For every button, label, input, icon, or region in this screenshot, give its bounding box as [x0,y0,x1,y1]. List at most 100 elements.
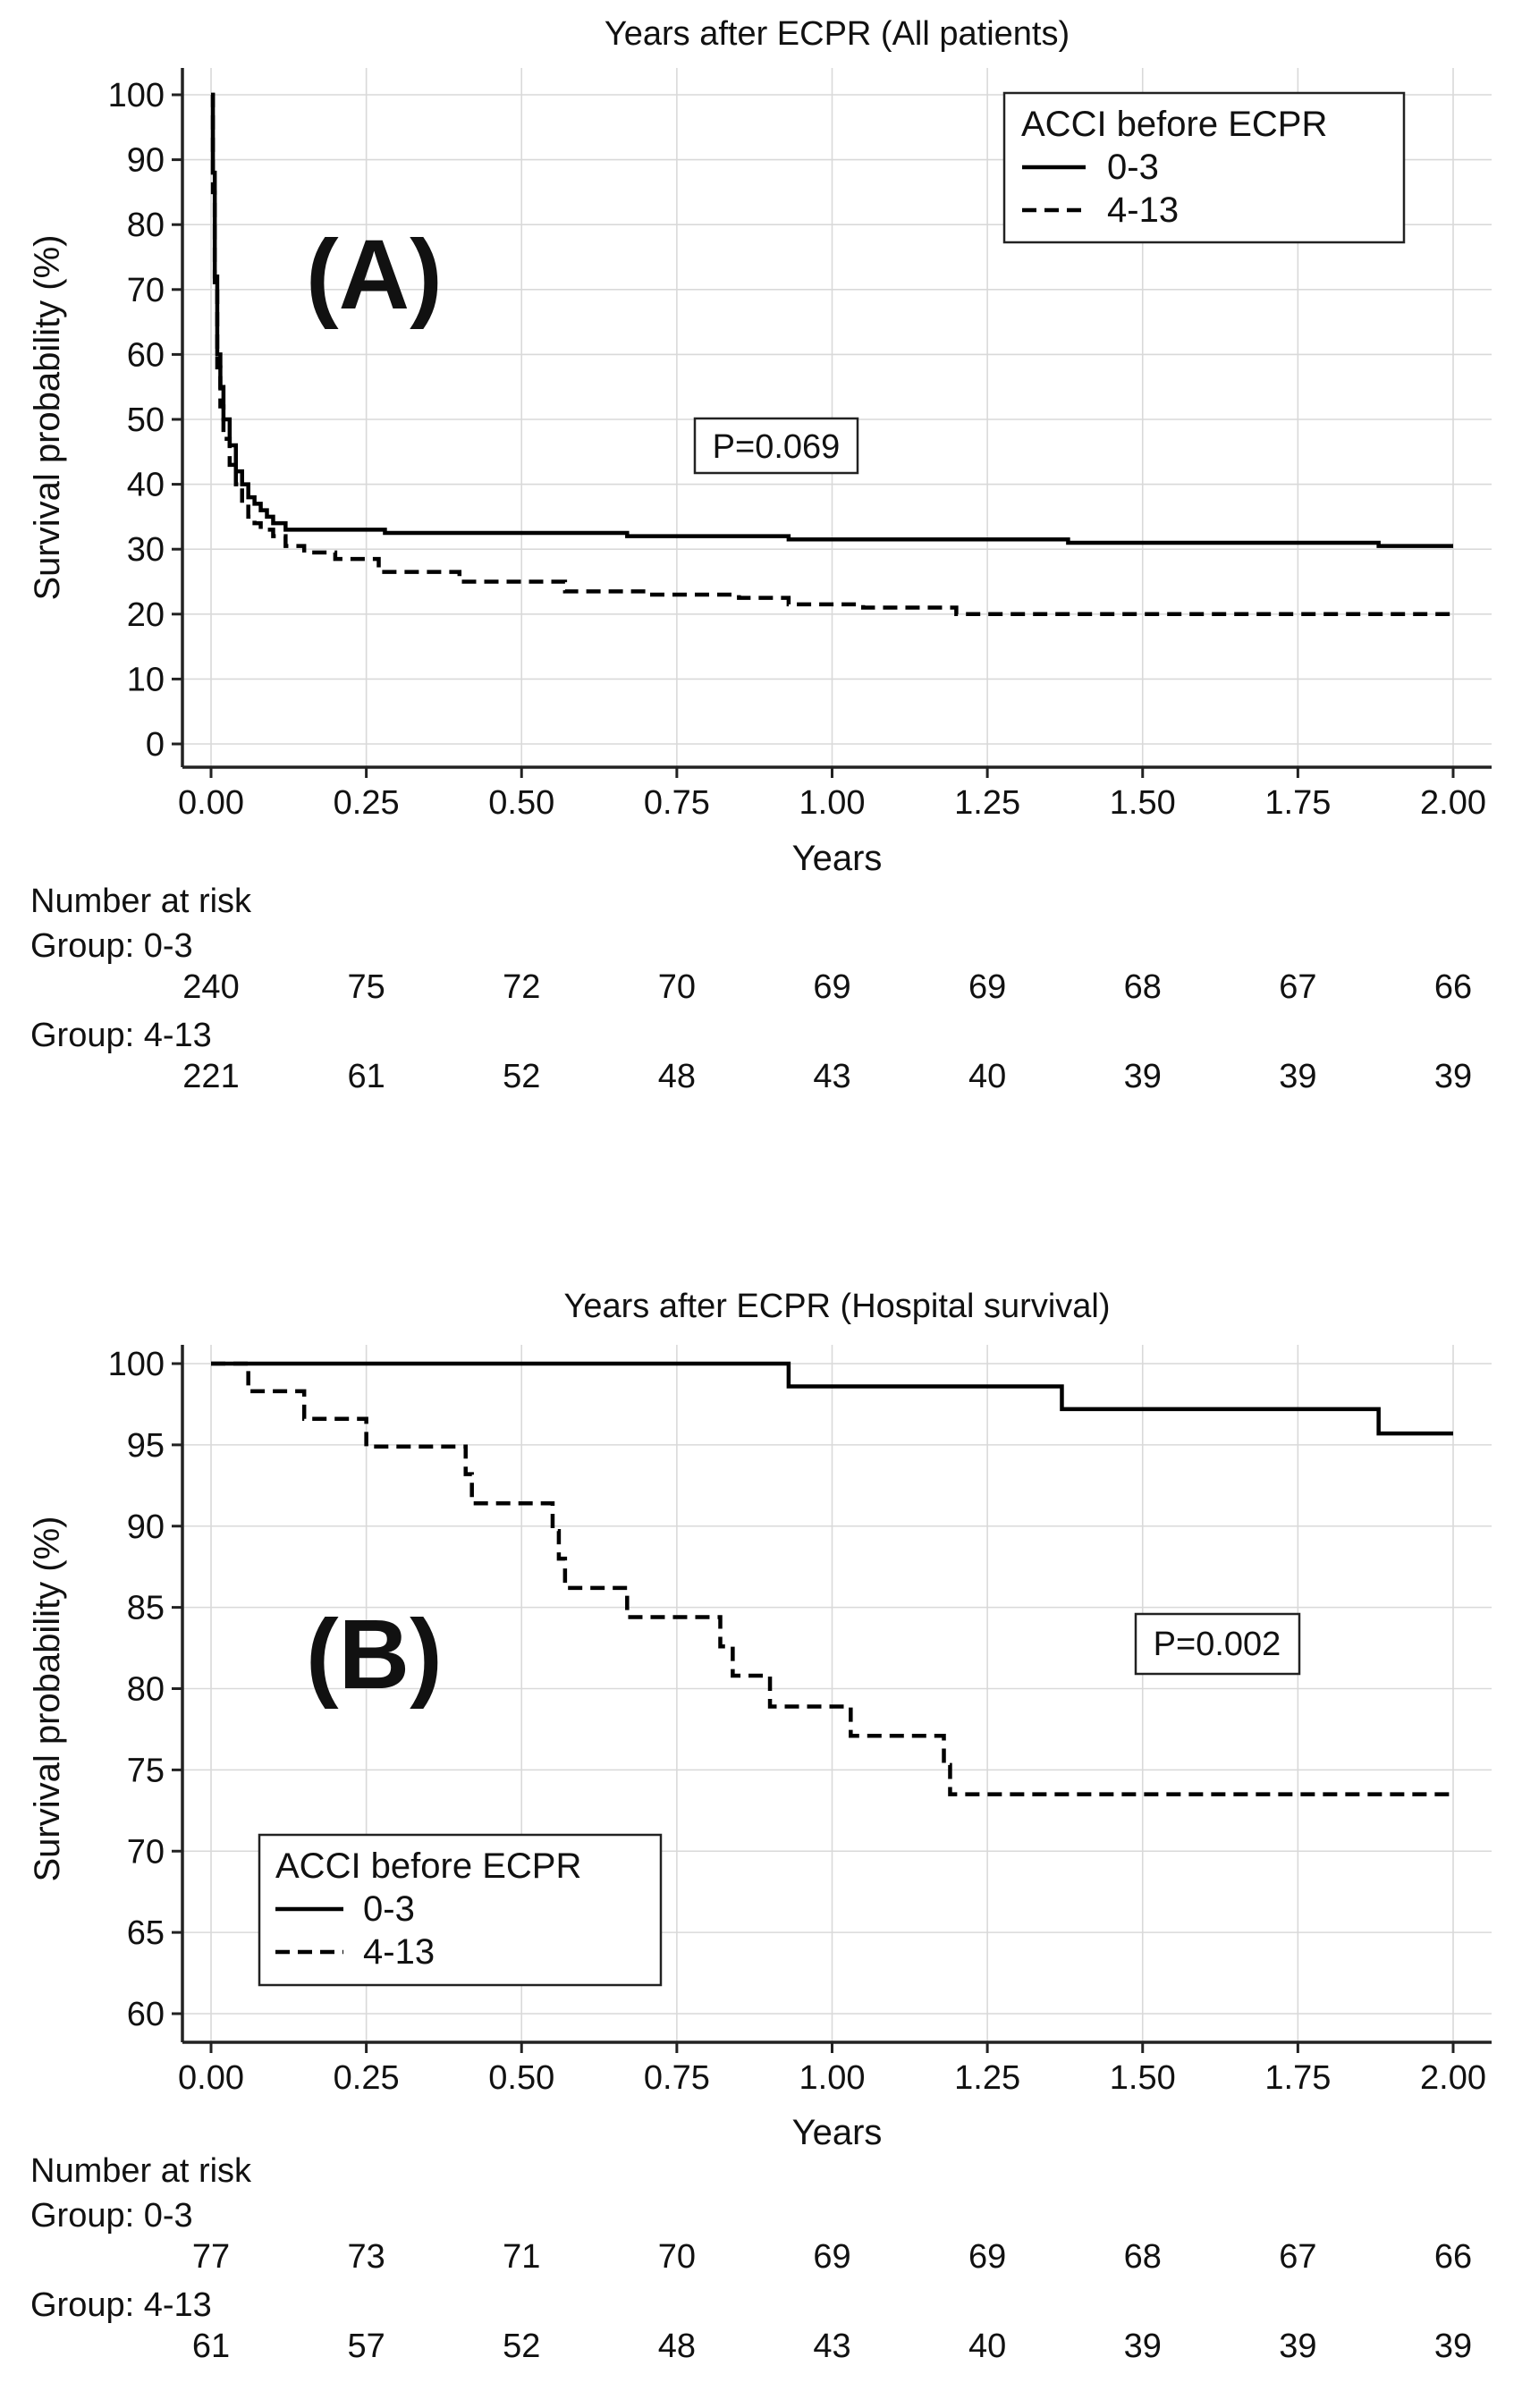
x-tick-label-0.75: 0.75 [644,784,710,822]
chart-b-p-value-text: P=0.002 [1154,1626,1281,1663]
risk-count: 69 [968,968,1006,1006]
y-tick-label-70: 70 [127,272,165,309]
chart-a-p-value: P=0.069 [693,417,859,475]
chart-b-curves [211,1361,1453,1796]
risk-count: 39 [1434,1058,1472,1095]
risk-count: 70 [658,968,696,1006]
chart-a-p-value-box [693,417,859,475]
x-tick-label-0.00: 0.00 [178,2059,244,2097]
chart-a-risk-table: Number at risk Group: 0-3 240 75 72 70 69 69 6… [30,883,1472,1095]
risk-count: 72 [503,968,540,1006]
risk-count: 73 [347,2238,385,2276]
risk-count: 67 [1279,2238,1316,2276]
y-tick-label-20: 20 [127,596,165,634]
y-tick-label-0: 0 [146,726,165,764]
x-tick-label-0.25: 0.25 [334,2059,400,2097]
chart-a-legend-title: ACCI before ECPR [1021,105,1327,144]
survival-curve-0-3 [211,1361,1453,1436]
chart-b-risk-table: Number at risk Group: 0-3 77 73 71 70 69 69 68… [30,2152,1472,2365]
chart-b-x-ticks: 0.00 0.25 0.50 0.75 1.00 1.25 1.50 1.75 2.00 [178,2042,1486,2097]
y-tick-label-30: 30 [127,531,165,569]
risk-count: 66 [1434,2238,1472,2276]
chart-a-legend-entry-0-3: 0-3 [1107,148,1159,187]
risk-count: 40 [968,1058,1006,1095]
x-tick-label-1.25: 1.25 [954,784,1020,822]
chart-a-x-ticks: 0.00 0.25 0.50 0.75 1.00 1.25 1.50 1.75 2.00 [178,767,1486,822]
chart-b-risk-header: Number at risk [30,2152,252,2190]
chart-a-legend-entry-4-13: 4-13 [1107,190,1179,230]
survival-curve-0-3 [210,92,1453,548]
x-tick-label-0.50: 0.50 [488,784,554,822]
risk-count: 69 [813,968,850,1006]
x-tick-label-2.00: 2.00 [1420,2059,1486,2097]
y-tick-label-100: 100 [108,1346,165,1383]
risk-count: 70 [658,2238,696,2276]
risk-count: 69 [968,2238,1006,2276]
risk-count: 57 [347,2328,385,2365]
risk-count: 52 [503,1058,540,1095]
risk-count: 71 [503,2238,540,2276]
x-tick-label-1.50: 1.50 [1110,2059,1176,2097]
x-tick-label-2.00: 2.00 [1420,784,1486,822]
risk-count: 43 [813,1058,850,1095]
chart-a-risk-group-4-13-label: Group: 4-13 [30,1017,212,1054]
x-tick-label-1.25: 1.25 [954,2059,1020,2097]
chart-b-y-axis-label: Survival probability (%) [28,1516,67,1881]
risk-count: 61 [347,1058,385,1095]
risk-count: 39 [1124,1058,1162,1095]
risk-count: 77 [192,2238,230,2276]
x-tick-label-1.00: 1.00 [799,2059,866,2097]
chart-b-legend: ACCI before ECPR 0-3 4-13 [258,1833,663,1987]
y-tick-label-95: 95 [127,1427,165,1465]
risk-count: 39 [1279,1058,1316,1095]
risk-count: 39 [1279,2328,1316,2365]
risk-count: 40 [968,2328,1006,2365]
risk-count: 61 [192,2328,230,2365]
y-tick-label-90: 90 [127,1508,165,1546]
x-tick-label-1.75: 1.75 [1264,2059,1331,2097]
risk-count: 52 [503,2328,540,2365]
risk-count: 39 [1434,2328,1472,2365]
panel-a-survival-chart: Years after ECPR (All patients) 0 10 20 30 4… [28,15,1492,1095]
chart-a-risk-row-4-13: 221 61 52 48 43 40 39 39 39 [182,1058,1472,1095]
y-tick-label-65: 65 [127,1914,165,1952]
survival-curve-4-13 [210,92,1453,617]
chart-a-y-ticks: 0 10 20 30 40 50 60 70 80 90 100 [108,77,182,764]
chart-b-legend-entry-0-3: 0-3 [363,1889,415,1929]
risk-count: 48 [658,1058,696,1095]
risk-count: 69 [813,2238,850,2276]
chart-b-legend-entry-4-13: 4-13 [363,1932,435,1972]
x-tick-label-0.50: 0.50 [488,2059,554,2097]
x-tick-label-1.75: 1.75 [1264,784,1331,822]
chart-a-risk-group-0-3-label: Group: 0-3 [30,927,193,965]
chart-a-y-axis-label: Survival probability (%) [28,234,67,600]
chart-b-y-ticks: 60 65 70 75 80 85 90 95 100 [108,1346,182,2033]
y-tick-label-60: 60 [127,336,165,374]
risk-count: 240 [182,968,239,1006]
chart-b-risk-group-0-3-label: Group: 0-3 [30,2197,193,2235]
chart-b-p-value: P=0.002 [1134,1612,1301,1676]
chart-b-gridlines [182,1345,1492,2042]
y-tick-label-75: 75 [127,1752,165,1789]
x-tick-label-0.25: 0.25 [334,784,400,822]
panel-b-survival-chart: Years after ECPR (Hospital survival) 606… [28,1288,1492,2365]
y-tick-label-80: 80 [127,207,165,244]
chart-b-p-value-box [1134,1612,1301,1676]
x-tick-label-0.75: 0.75 [644,2059,710,2097]
chart-b-panel-label: (B) [306,1600,443,1710]
y-tick-label-70: 70 [127,1833,165,1871]
chart-a-curves [210,92,1453,617]
x-tick-label-1.00: 1.00 [799,784,866,822]
chart-b-risk-row-4-13: 61 57 52 48 43 40 39 39 39 [192,2328,1472,2365]
y-tick-label-10: 10 [127,661,165,698]
chart-a-p-value-text: P=0.069 [713,428,841,466]
chart-b-risk-group-4-13-label: Group: 4-13 [30,2286,212,2324]
chart-a-legend: ACCI before ECPR 0-3 4-13 [1002,91,1406,244]
chart-b-legend-title: ACCI before ECPR [275,1846,581,1886]
risk-count: 75 [347,968,385,1006]
risk-count: 48 [658,2328,696,2365]
chart-a-panel-label: (A) [306,220,443,330]
risk-count: 221 [182,1058,239,1095]
risk-count: 39 [1124,2328,1162,2365]
